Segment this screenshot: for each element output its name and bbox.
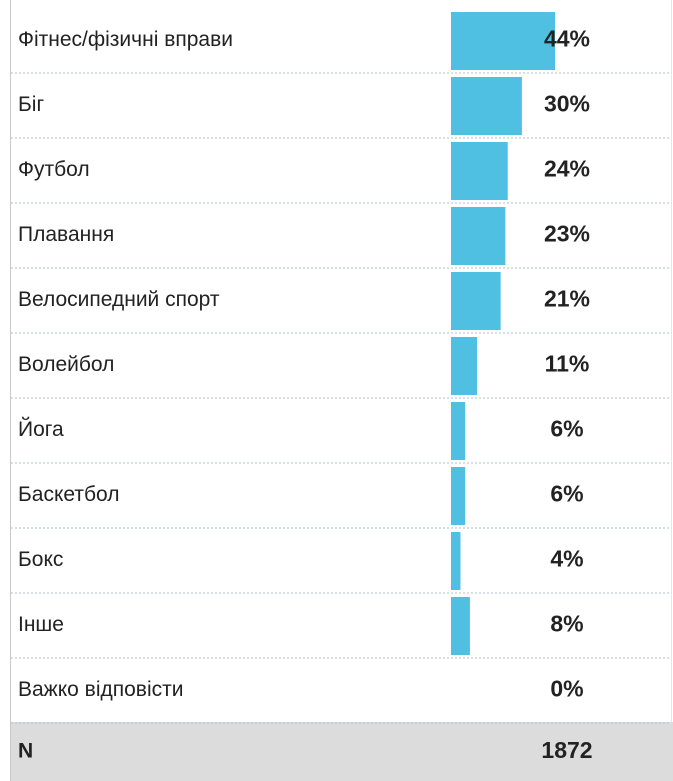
bar <box>451 12 555 70</box>
value-label: 30% <box>544 91 590 117</box>
footer-row <box>10 722 673 781</box>
bar <box>451 77 522 135</box>
category-label: Біг <box>18 93 44 116</box>
bar <box>451 337 477 395</box>
footer-value: 1872 <box>541 737 592 763</box>
bar <box>451 532 461 590</box>
value-label: 23% <box>544 221 590 247</box>
value-label: 24% <box>544 156 590 182</box>
category-label: Бокс <box>18 548 63 571</box>
value-label: 44% <box>544 26 590 52</box>
value-label: 21% <box>544 286 590 312</box>
bar <box>451 597 470 655</box>
category-label: Футбол <box>18 158 90 181</box>
bar <box>451 272 501 330</box>
category-label: Йога <box>18 417 64 441</box>
footer-label: N <box>18 740 33 763</box>
category-label: Плавання <box>18 223 114 246</box>
bar <box>451 207 506 265</box>
bar <box>451 467 466 525</box>
value-label: 6% <box>550 481 583 507</box>
category-label: Інше <box>18 613 64 636</box>
bar <box>451 402 466 460</box>
category-label: Велосипедний спорт <box>18 288 220 311</box>
bar <box>451 142 508 200</box>
value-label: 0% <box>550 676 583 702</box>
category-label: Важко відповісти <box>18 678 183 701</box>
value-label: 6% <box>550 416 583 442</box>
value-label: 11% <box>545 351 590 377</box>
category-label: Фітнес/фізичні вправи <box>18 28 233 51</box>
category-label: Баскетбол <box>18 483 119 506</box>
value-label: 8% <box>550 611 583 637</box>
category-label: Волейбол <box>18 353 114 376</box>
value-label: 4% <box>550 546 583 572</box>
